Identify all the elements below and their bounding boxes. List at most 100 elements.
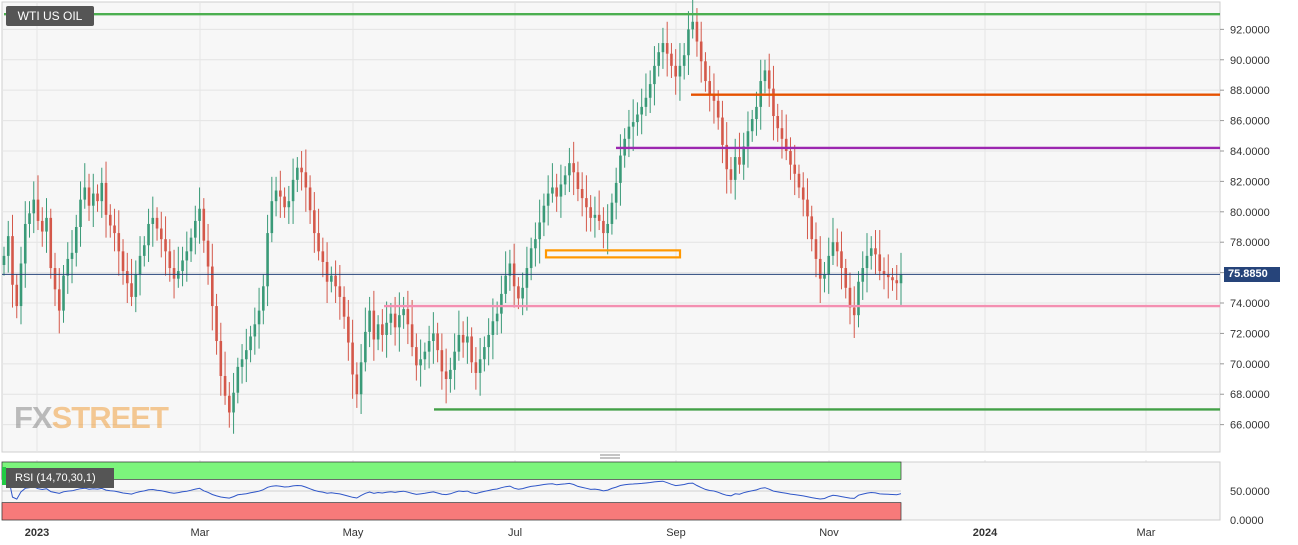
candle-body — [40, 220, 44, 232]
y-tick-label: 66.0000 — [1230, 420, 1270, 432]
candle-body — [500, 293, 503, 314]
candle-body — [240, 359, 244, 367]
candle-body — [461, 334, 465, 343]
candle-body — [155, 217, 159, 229]
candle-body — [869, 248, 873, 256]
y-tick-label: 84.0000 — [1230, 146, 1270, 158]
candle-body — [466, 336, 469, 343]
candle-body — [87, 187, 91, 206]
candle-body — [538, 222, 541, 240]
candle-body — [253, 324, 257, 337]
candle-body — [797, 173, 801, 188]
candle-body — [36, 199, 40, 221]
candle-body — [593, 214, 597, 218]
candle-body — [636, 114, 639, 123]
candle-body — [372, 310, 376, 340]
candle-body — [308, 187, 312, 211]
candle-body — [712, 94, 716, 101]
candle-body — [614, 182, 618, 203]
candle-body — [347, 316, 350, 343]
candle-body — [266, 233, 269, 287]
candle-body — [678, 65, 682, 77]
candle-body — [576, 172, 580, 189]
candle-body — [176, 271, 180, 279]
candle-body — [793, 164, 797, 174]
candle-body — [801, 187, 805, 200]
candle-body — [117, 233, 121, 252]
candle-body — [670, 53, 673, 66]
candle-body — [512, 263, 516, 287]
candle-body — [2, 255, 6, 266]
candle-body — [359, 362, 363, 395]
candle-body — [45, 217, 48, 232]
candle-body — [517, 286, 520, 299]
candle-body — [28, 213, 31, 224]
candle-body — [334, 275, 337, 287]
candle-body — [572, 163, 575, 173]
y-tick-label: 78.0000 — [1230, 237, 1270, 249]
candle-body — [142, 245, 146, 256]
candle-body — [653, 65, 656, 85]
candle-body — [886, 274, 890, 278]
candle-body — [750, 119, 754, 132]
y-tick-label: 80.0000 — [1230, 207, 1270, 219]
instrument-title-badge[interactable]: WTI US OIL — [6, 6, 94, 26]
candle-body — [206, 240, 210, 267]
candle-body — [772, 88, 775, 117]
candle-body — [159, 228, 163, 240]
candle-body — [104, 182, 108, 215]
candle-body — [70, 252, 74, 259]
y-tick-label: 82.0000 — [1230, 176, 1270, 188]
candle-body — [57, 289, 61, 311]
candle-body — [453, 351, 456, 370]
candle-body — [194, 220, 197, 238]
candle-body — [835, 242, 839, 252]
candle-body — [882, 271, 886, 275]
candle-body — [393, 313, 397, 328]
candle-body — [818, 258, 822, 279]
x-tick-label: Mar — [1137, 527, 1156, 539]
candle-body — [631, 122, 635, 127]
x-tick-label: May — [343, 527, 364, 539]
candle-body — [708, 81, 711, 95]
candle-body — [827, 255, 831, 275]
candle-body — [325, 261, 329, 282]
candle-body — [725, 144, 729, 170]
candle-body — [15, 284, 19, 307]
candle-body — [402, 309, 405, 316]
candle-body — [542, 205, 546, 223]
candle-body — [125, 271, 129, 284]
candle-body — [491, 321, 495, 335]
y-tick-label: 90.0000 — [1230, 55, 1270, 67]
candle-body — [644, 97, 648, 107]
candle-body — [789, 150, 792, 165]
candle-body — [648, 84, 652, 98]
candle-body — [100, 182, 104, 202]
y-tick-label: 86.0000 — [1230, 116, 1270, 128]
candle-body — [219, 341, 223, 376]
candle-body — [232, 392, 235, 413]
candle-body — [245, 350, 248, 360]
candle-body — [440, 350, 444, 372]
candle-body — [704, 61, 707, 82]
candle-body — [716, 100, 720, 118]
candle-body — [83, 187, 87, 200]
x-tick-label: Jul — [508, 527, 522, 539]
x-tick-label: Sep — [666, 527, 686, 539]
candle-body — [389, 313, 393, 323]
candle-body — [321, 251, 325, 262]
candle-body — [164, 239, 167, 252]
candle-body — [351, 342, 354, 375]
candle-body — [317, 233, 320, 252]
candle-body — [606, 223, 609, 234]
rsi-y-tick-label: 0.0000 — [1230, 515, 1264, 527]
candle-body — [559, 184, 563, 197]
candle-body — [640, 106, 643, 115]
candle-body — [432, 333, 435, 342]
rsi-indicator-label[interactable]: RSI (14,70,30,1) — [6, 468, 114, 488]
candle-body — [108, 214, 112, 226]
rsi-oversold-zone — [1, 502, 902, 521]
candle-body — [415, 347, 418, 366]
